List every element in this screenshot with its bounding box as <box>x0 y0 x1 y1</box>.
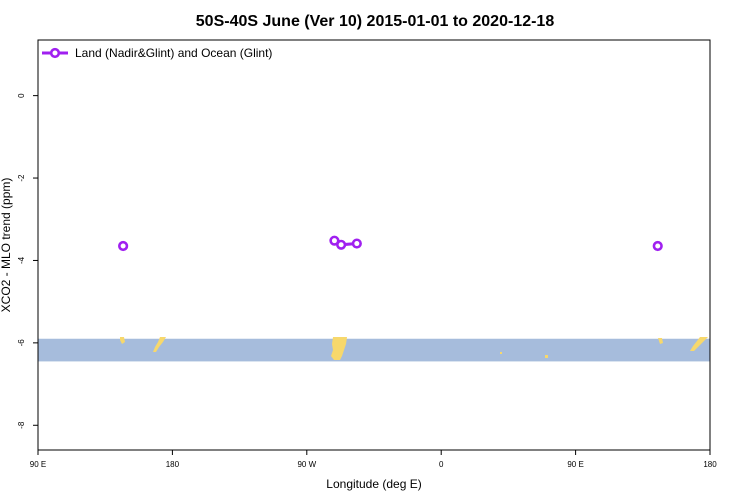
map-land <box>545 355 548 358</box>
y-axis: 0 -2 -4 -6 -8 <box>17 93 38 429</box>
data-point <box>336 239 347 250</box>
x-axis: 90 E 180 90 W 0 90 E 180 <box>30 450 717 469</box>
series-layer <box>118 235 663 252</box>
x-tick-label: 180 <box>166 460 180 469</box>
map-land <box>331 337 347 360</box>
y-tick-label: -6 <box>17 339 26 347</box>
map-ocean <box>38 338 710 362</box>
chart-title: 50S-40S June (Ver 10) 2015-01-01 to 2020… <box>196 13 555 30</box>
y-tick-label: -8 <box>17 421 26 429</box>
plot-frame <box>37 39 711 451</box>
legend-marker <box>49 47 61 59</box>
map-land <box>120 337 125 344</box>
y-axis-label: XCO2 - MLO trend (ppm) <box>0 178 13 313</box>
map-land <box>500 352 502 354</box>
x-tick-label: 0 <box>439 460 444 469</box>
x-tick-label: 90 W <box>297 460 316 469</box>
x-tick-label: 90 E <box>30 460 46 469</box>
legend-label: Land (Nadir&Glint) and Ocean (Glint) <box>75 46 272 60</box>
y-tick-label: -2 <box>17 174 26 182</box>
x-axis-label: Longitude (deg E) <box>326 477 421 491</box>
map-land <box>690 337 708 351</box>
y-tick-label: -4 <box>17 256 26 264</box>
data-point <box>351 238 362 249</box>
map-band <box>38 337 710 362</box>
data-point <box>118 240 129 252</box>
map-land <box>658 338 663 344</box>
map-land <box>153 337 166 352</box>
data-point <box>652 240 663 252</box>
x-tick-label: 90 E <box>567 460 583 469</box>
legend: Land (Nadir&Glint) and Ocean (Glint) <box>42 46 272 60</box>
y-tick-label: 0 <box>17 93 26 98</box>
x-tick-label: 180 <box>703 460 717 469</box>
